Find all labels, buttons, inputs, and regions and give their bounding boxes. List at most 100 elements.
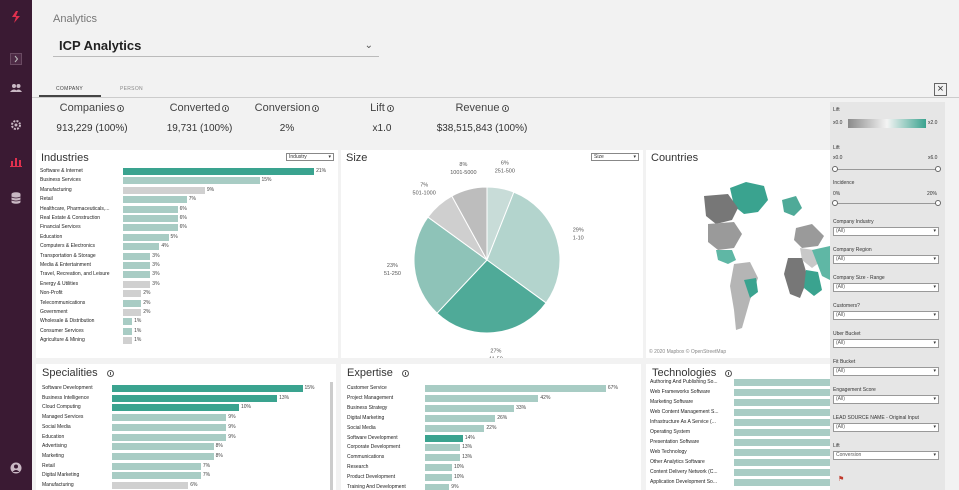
bar-row[interactable]: Education 5% — [40, 233, 336, 241]
size-selector[interactable]: Size — [591, 153, 639, 161]
bar-row[interactable]: Agriculture & Mining 1% — [40, 336, 336, 345]
filter-select[interactable]: Conversion — [833, 451, 939, 460]
scrollbar[interactable] — [330, 382, 333, 490]
pie-slice-11-50[interactable] — [436, 259, 547, 334]
filter-select[interactable]: (All) — [833, 423, 939, 432]
bar-row[interactable]: Infrastructure As A Service (... — [650, 418, 830, 426]
bar-row[interactable]: Computers & Electronics 4% — [40, 242, 336, 251]
bar-row[interactable]: Telecommunications 2% — [40, 299, 336, 307]
bar-row[interactable]: Business Services 15% — [40, 176, 336, 185]
bar-row[interactable]: Web Content Management S... — [650, 408, 830, 416]
bar-row[interactable]: Communications 13% — [347, 453, 637, 462]
pie-slice-51-250[interactable] — [413, 216, 488, 314]
info-icon[interactable] — [222, 104, 230, 112]
bar-row[interactable]: Business Strategy 33% — [347, 404, 637, 412]
bar-row[interactable]: Project Management 42% — [347, 394, 637, 402]
incidence-slider-max-handle[interactable] — [935, 200, 941, 206]
world-map[interactable] — [646, 150, 830, 358]
bar-row[interactable]: Non-Profit 2% — [40, 289, 336, 298]
bar-row[interactable]: Marketing Software — [650, 398, 830, 406]
bar-label: Operating System — [650, 429, 691, 435]
filter-select[interactable]: (All) — [833, 283, 939, 292]
bar-value: 26% — [497, 414, 508, 421]
bar-row[interactable]: Media & Entertainment 3% — [40, 261, 336, 269]
bar-row[interactable]: Web Technology — [650, 448, 830, 456]
filter-select[interactable]: (All) — [833, 339, 939, 348]
bar-row[interactable]: Healthcare, Pharmaceuticals,... 6% — [40, 205, 336, 213]
lift-slider-max-handle[interactable] — [935, 166, 941, 172]
bar-row[interactable]: Advertising 8% — [42, 442, 330, 451]
lift-slider-min-handle[interactable] — [832, 166, 838, 172]
bar-row[interactable]: Education 9% — [42, 433, 330, 441]
bar-row[interactable]: Research 10% — [347, 463, 637, 472]
bar-row[interactable]: Web Frameworks Software — [650, 388, 830, 396]
database-icon[interactable] — [8, 190, 24, 206]
pie-slice-1001-5000[interactable] — [451, 186, 488, 261]
bar-row[interactable]: Managed Services 9% — [42, 413, 330, 422]
account-icon[interactable] — [8, 460, 24, 476]
bar-row[interactable]: Transportation & Storage 3% — [40, 252, 336, 260]
pie-label-pct: 27% — [490, 349, 501, 355]
bar-row[interactable]: Retail 7% — [42, 462, 330, 470]
bar-row[interactable]: Software Development 15% — [42, 384, 330, 392]
info-icon[interactable] — [401, 369, 409, 377]
bar-row[interactable]: Digital Marketing 26% — [347, 414, 637, 422]
bar-row[interactable]: Real Estate & Construction 6% — [40, 214, 336, 222]
bar-row[interactable]: Other Analytics Software — [650, 458, 830, 466]
expand-sidebar-icon[interactable] — [8, 51, 24, 67]
bar-row[interactable]: Customer Service 67% — [347, 384, 637, 392]
bar-row[interactable]: Travel, Recreation, and Leisure 3% — [40, 270, 336, 279]
info-icon[interactable] — [312, 104, 320, 112]
bar-row[interactable]: Training And Development 9% — [347, 483, 637, 490]
filter-select[interactable]: (All) — [833, 255, 939, 264]
bar-row[interactable]: Software Development 14% — [347, 434, 637, 442]
bar-row[interactable]: Energy & Utilities 3% — [40, 280, 336, 288]
bar-row[interactable]: Social Media 9% — [42, 423, 330, 431]
close-icon[interactable]: × — [934, 83, 947, 96]
incidence-slider-min-handle[interactable] — [832, 200, 838, 206]
bar-row[interactable]: Corporate Development 13% — [347, 443, 637, 452]
dashboard-dropdown[interactable]: ICP Analytics ⌄ — [53, 36, 379, 57]
bar-row[interactable]: Digital Marketing 7% — [42, 471, 330, 480]
bar — [123, 224, 178, 232]
info-icon[interactable] — [725, 369, 733, 377]
info-icon[interactable] — [106, 369, 114, 377]
info-icon[interactable] — [117, 104, 125, 112]
clear-filters-icon[interactable]: ⚑ — [838, 476, 845, 483]
bar-label: Business Intelligence — [42, 394, 89, 401]
filter-select[interactable]: (All) — [833, 311, 939, 320]
users-icon[interactable] — [8, 80, 24, 96]
bar-row[interactable]: Retail 7% — [40, 195, 336, 204]
settings-icon[interactable] — [8, 117, 24, 133]
bar-row[interactable]: Content Delivery Network (C... — [650, 468, 830, 476]
bar-row[interactable]: Product Development 10% — [347, 473, 637, 482]
bar-row[interactable]: Wholesale & Distribution 1% — [40, 317, 336, 326]
bar-row[interactable]: Social Media 22% — [347, 424, 637, 432]
tab-person[interactable]: PERSON — [120, 86, 143, 92]
pie-slice-1-10[interactable] — [486, 191, 561, 304]
analytics-icon[interactable] — [8, 153, 24, 169]
info-icon[interactable] — [386, 104, 394, 112]
bar-row[interactable]: Application Development So... — [650, 478, 830, 486]
bar-row[interactable]: Manufacturing 9% — [40, 186, 336, 194]
bar-row[interactable]: Presentation Software — [650, 438, 830, 446]
bar-row[interactable]: Consumer Services 1% — [40, 327, 336, 335]
bar-row[interactable]: Cloud Computing 10% — [42, 403, 330, 412]
industry-selector[interactable]: Industry — [286, 153, 334, 161]
bar-row[interactable]: Marketing 8% — [42, 452, 330, 460]
incidence-slider[interactable] — [832, 200, 941, 206]
tab-company[interactable]: COMPANY — [56, 86, 84, 92]
info-icon[interactable] — [501, 104, 509, 112]
lift-slider[interactable] — [832, 166, 941, 172]
bar-row[interactable]: Business Intelligence 13% — [42, 394, 330, 402]
bar-row[interactable]: Financial Services 6% — [40, 223, 336, 232]
filter-select[interactable]: (All) — [833, 227, 939, 236]
logo-icon[interactable] — [8, 9, 24, 25]
bar-row[interactable]: Government 2% — [40, 308, 336, 316]
filter-select[interactable]: (All) — [833, 395, 939, 404]
filter-select[interactable]: (All) — [833, 367, 939, 376]
bar-row[interactable]: Software & Internet 21% — [40, 167, 336, 175]
bar-row[interactable]: Manufacturing 6% — [42, 481, 330, 489]
bar-row[interactable]: Operating System — [650, 428, 830, 436]
bar-row[interactable]: Authoring And Publishing So... — [650, 378, 830, 386]
